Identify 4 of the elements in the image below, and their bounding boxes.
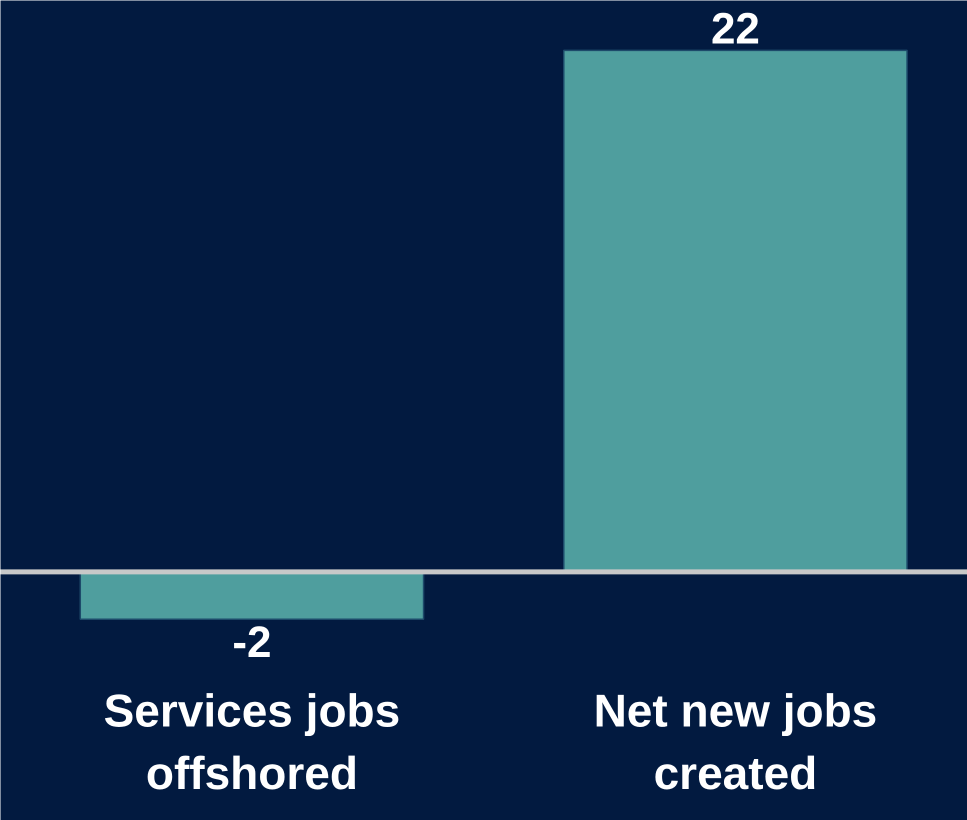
x-tick-label: Services jobs offshored [104, 684, 400, 799]
x-tick-label: Net new jobs created [594, 684, 878, 799]
data-label: -2 [232, 618, 272, 668]
data-label: 22 [710, 4, 760, 54]
